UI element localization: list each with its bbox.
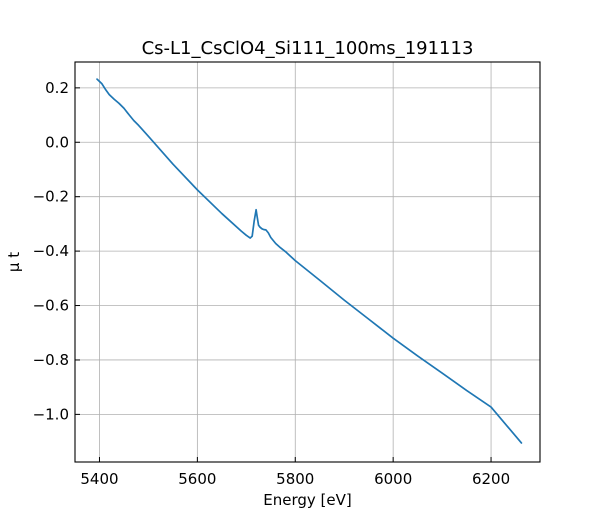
x-tick-label: 5800 [276, 470, 314, 488]
series-line [96, 78, 523, 444]
y-tick-label: −0.8 [33, 351, 69, 369]
y-tick-label: −0.6 [33, 297, 69, 315]
x-tick-label: 5400 [80, 470, 118, 488]
y-axis-label: μ t [5, 252, 23, 272]
x-axis: 5400 5600 5800 6000 6200 [80, 457, 510, 488]
x-axis-label: Energy [eV] [263, 491, 351, 509]
chart-title: Cs-L1_CsClO4_Si111_100ms_191113 [142, 38, 474, 59]
x-tick-label: 6000 [374, 470, 412, 488]
y-tick-label: 0.2 [45, 79, 69, 97]
y-tick-label: −1.0 [33, 405, 69, 423]
y-tick-label: 0.0 [45, 133, 69, 151]
y-tick-label: −0.2 [33, 188, 69, 206]
y-axis: 0.2 0.0 −0.2 −0.4 −0.6 −0.8 −1.0 [33, 79, 80, 423]
x-tick-label: 5600 [178, 470, 216, 488]
y-tick-label: −0.4 [33, 242, 69, 260]
plot-area [96, 78, 523, 444]
grid [75, 62, 540, 462]
axes-frame [74, 61, 541, 463]
x-tick-label: 6200 [472, 470, 510, 488]
